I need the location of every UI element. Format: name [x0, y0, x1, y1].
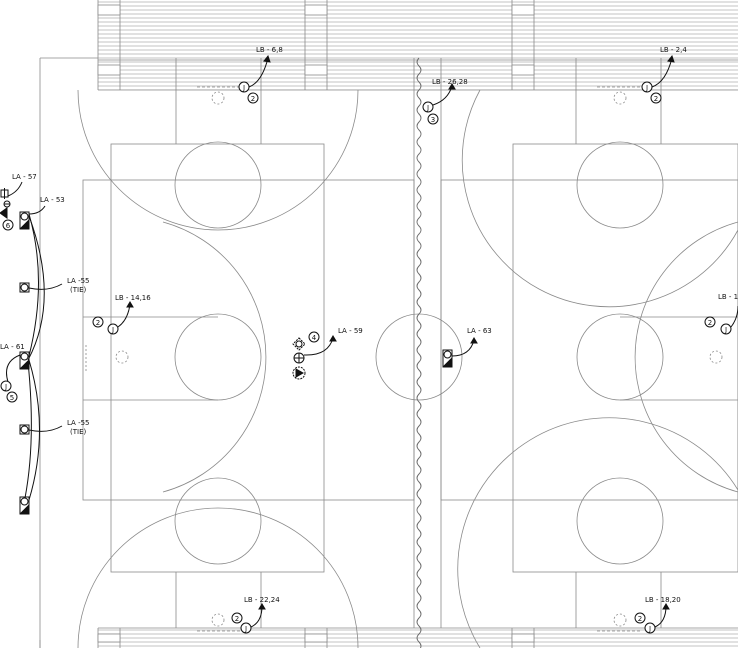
callout-lb-right: 2 J LB - 1 [704, 293, 738, 335]
svg-text:2: 2 [654, 95, 658, 103]
callout-lb-26-28: J 3 LB - 26,28 [422, 78, 468, 125]
svg-text:J: J [648, 625, 651, 633]
electrical-layer: J 2 LB - 6,8 J 2 LB - 2,4 J 3 LB - 26,28 [0, 46, 738, 634]
svg-text:2: 2 [708, 319, 712, 327]
callout-label: LB - 6,8 [256, 46, 283, 54]
callout-lb-6-8: J 2 LB - 6,8 [238, 46, 283, 104]
callout-label: LA - 57 [12, 173, 37, 181]
court-lines [39, 57, 738, 649]
svg-text:(TIE): (TIE) [70, 286, 86, 294]
callout-label: LA - 61 [0, 343, 25, 351]
svg-text:J: J [724, 326, 727, 334]
svg-text:2: 2 [638, 615, 642, 623]
bleachers-bottom [97, 627, 738, 648]
callout-label: LB - 14,16 [115, 294, 151, 302]
callout-lb-22-24: J 2 LB - 22,24 [231, 596, 280, 634]
callout-label: LA - 53 [40, 196, 65, 204]
svg-text:6: 6 [6, 222, 11, 230]
svg-text:2: 2 [96, 319, 100, 327]
callout-label: LA - 63 [467, 327, 492, 335]
callout-lb-14-16: J 2 LB - 14,16 [92, 294, 151, 335]
callout-la-59: 4 LA - 59 [292, 327, 363, 380]
svg-text:5: 5 [10, 394, 14, 402]
svg-text:2: 2 [251, 95, 255, 103]
bleachers-top [97, 0, 738, 91]
junction-symbol: J [242, 84, 245, 92]
callout-label: LB - 26,28 [432, 78, 468, 86]
callout-la-63: LA - 63 [442, 327, 492, 368]
svg-text:J: J [4, 383, 7, 391]
callout-label: LA - 59 [338, 327, 363, 335]
callout-label: LA -55 [67, 277, 90, 285]
callout-label: LB - 18,20 [645, 596, 681, 604]
callout-label: LB - 22,24 [244, 596, 280, 604]
callout-label: LB - 2,4 [660, 46, 687, 54]
svg-text:2: 2 [235, 615, 239, 623]
svg-text:(TIE): (TIE) [70, 428, 86, 436]
svg-text:J: J [645, 84, 648, 92]
svg-text:3: 3 [431, 116, 435, 124]
svg-text:J: J [426, 104, 429, 112]
divider-curtain [416, 57, 422, 651]
left-wall-devices: LA - 57 6 LA - 53 LA -55 (TIE) LA - 61 [0, 173, 90, 515]
svg-text:J: J [111, 326, 114, 334]
svg-text:4: 4 [312, 334, 317, 342]
callout-lb-18-20: J 2 LB - 18,20 [634, 596, 681, 634]
callout-lb-2-4: J 2 LB - 2,4 [641, 46, 687, 104]
svg-text:J: J [244, 625, 247, 633]
callout-label: LB - 1 [718, 293, 738, 301]
callout-label: LA -55 [67, 419, 90, 427]
